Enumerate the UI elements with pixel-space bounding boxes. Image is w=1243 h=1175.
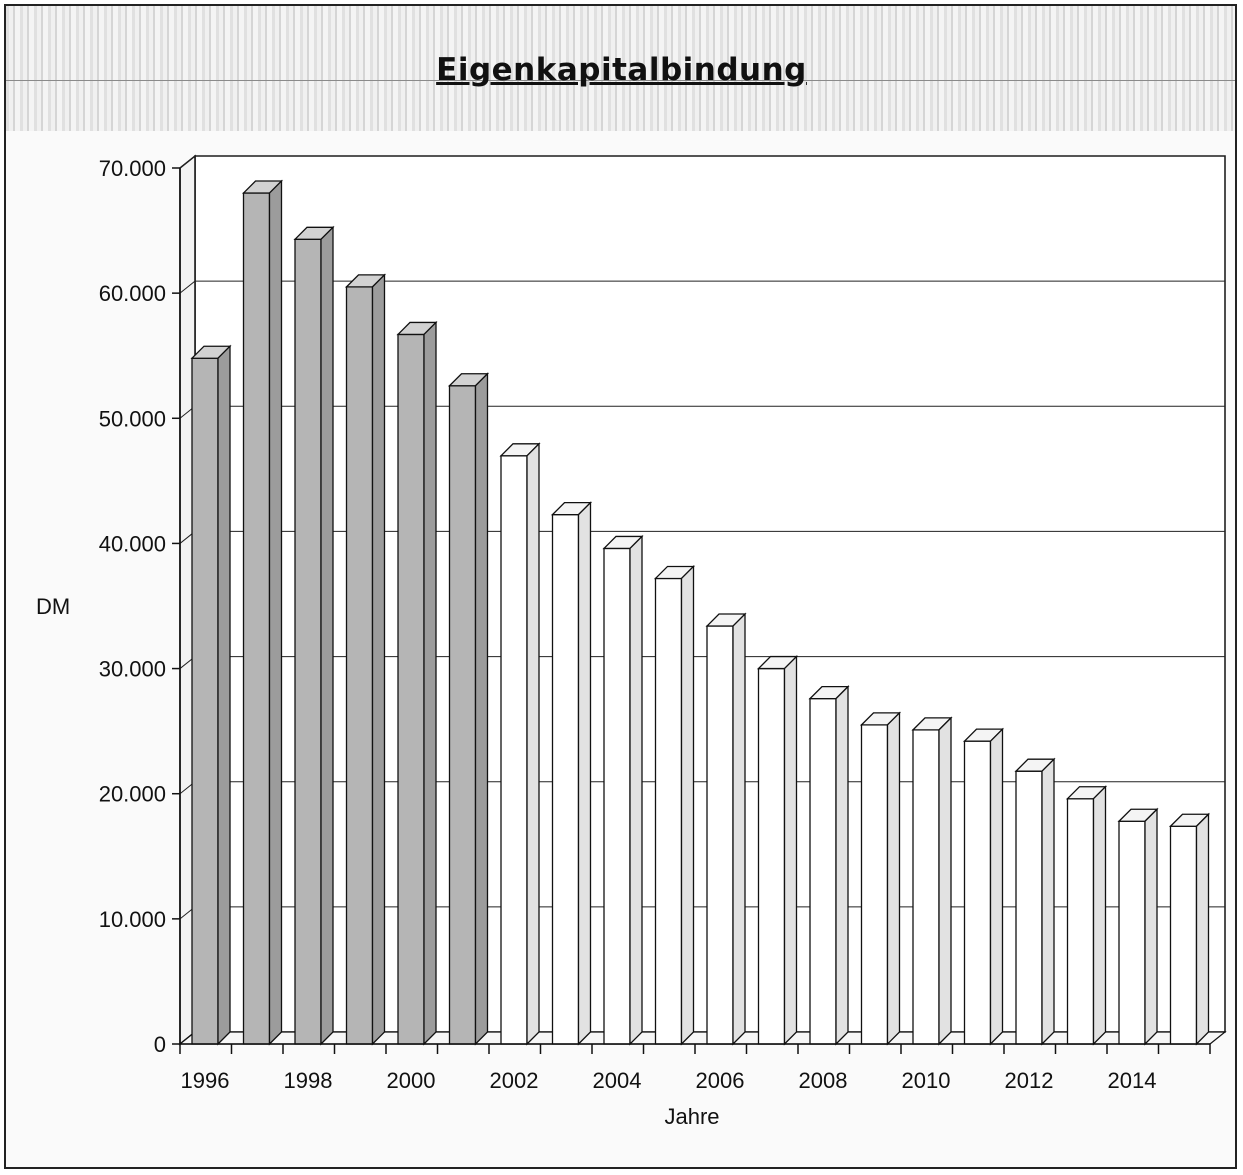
bar bbox=[911, 716, 953, 1046]
bar-side bbox=[938, 716, 952, 1046]
x-tick-label: 2006 bbox=[696, 1068, 745, 1093]
bar-front bbox=[809, 697, 837, 1045]
bar-side bbox=[268, 179, 283, 1046]
bar-front bbox=[500, 455, 528, 1045]
bar-front bbox=[242, 192, 271, 1045]
bar bbox=[396, 320, 438, 1046]
y-axis-ticks: 0 10.000 20.000 30.000 40.000 50.000 60.000 70.… bbox=[99, 156, 180, 1057]
bar-side bbox=[886, 711, 901, 1046]
bar bbox=[653, 564, 696, 1046]
bar-front bbox=[1015, 770, 1043, 1045]
x-axis-ticks: 1996 1998 2000 2002 2004 2006 2008 2010 2012 2014 bbox=[179, 1044, 1211, 1093]
x-tick-label: 1998 bbox=[284, 1068, 333, 1093]
bar bbox=[1117, 807, 1159, 1046]
bar-side bbox=[320, 225, 334, 1046]
x-tick-label: 1996 bbox=[181, 1068, 230, 1093]
bar-side bbox=[474, 372, 489, 1046]
x-tick-label: 2004 bbox=[593, 1068, 642, 1093]
bar-side bbox=[835, 685, 849, 1046]
bar bbox=[550, 501, 593, 1046]
title-band bbox=[6, 6, 1235, 131]
y-tick-label: 40.000 bbox=[99, 531, 166, 556]
bar-side bbox=[732, 612, 746, 1046]
bar-front bbox=[860, 724, 889, 1045]
x-axis-label: Jahre bbox=[664, 1104, 719, 1129]
bar-side bbox=[526, 442, 540, 1046]
bar-side bbox=[629, 534, 643, 1046]
bar-side bbox=[371, 273, 386, 1046]
bar-front bbox=[1066, 798, 1095, 1045]
bar bbox=[447, 372, 490, 1046]
bar-front bbox=[654, 577, 683, 1045]
bar bbox=[962, 727, 1005, 1046]
gridline bbox=[179, 280, 1225, 294]
bar bbox=[808, 685, 850, 1046]
y-axis-label: DM bbox=[36, 594, 70, 619]
bar-side bbox=[1092, 785, 1107, 1046]
bar-side bbox=[423, 320, 437, 1046]
gridline bbox=[179, 155, 1225, 169]
bar-side bbox=[1195, 812, 1210, 1046]
x-tick-label: 2010 bbox=[902, 1068, 951, 1093]
y-tick-label: 0 bbox=[154, 1032, 166, 1057]
bar-side bbox=[577, 501, 592, 1046]
bar-front bbox=[706, 625, 734, 1045]
bar-side bbox=[989, 727, 1004, 1046]
bar-front bbox=[963, 740, 992, 1045]
bar-front bbox=[345, 286, 374, 1045]
bar bbox=[293, 225, 335, 1046]
x-tick-label: 2012 bbox=[1005, 1068, 1054, 1093]
bar-side bbox=[1144, 807, 1158, 1046]
title-band-rule bbox=[6, 80, 1235, 81]
x-tick-label: 2014 bbox=[1108, 1068, 1157, 1093]
y-tick-label: 30.000 bbox=[99, 657, 166, 682]
bar-front bbox=[757, 667, 786, 1045]
bar-front bbox=[191, 357, 219, 1045]
bar bbox=[859, 711, 902, 1046]
bar bbox=[705, 612, 747, 1046]
bar-front bbox=[603, 547, 631, 1045]
bar-side bbox=[217, 344, 231, 1046]
bar-front bbox=[912, 729, 940, 1045]
y-tick-label: 70.000 bbox=[99, 156, 166, 181]
bar bbox=[1014, 757, 1056, 1046]
bar-front bbox=[551, 513, 580, 1045]
bar-front bbox=[1118, 820, 1146, 1045]
x-tick-label: 2002 bbox=[490, 1068, 539, 1093]
bar bbox=[241, 179, 284, 1046]
y-tick-label: 50.000 bbox=[99, 406, 166, 431]
bar-front bbox=[397, 333, 425, 1045]
bar bbox=[190, 344, 232, 1046]
bar bbox=[344, 273, 387, 1046]
y-tick-label: 20.000 bbox=[99, 782, 166, 807]
bar bbox=[602, 534, 644, 1046]
y-tick-label: 60.000 bbox=[99, 281, 166, 306]
bar-side bbox=[680, 564, 695, 1046]
bar-front bbox=[294, 238, 322, 1045]
x-tick-label: 2008 bbox=[799, 1068, 848, 1093]
bar bbox=[1065, 785, 1108, 1046]
bar bbox=[756, 655, 799, 1046]
bar bbox=[1168, 812, 1211, 1046]
bar-side bbox=[783, 655, 798, 1046]
bar-side bbox=[1041, 757, 1055, 1046]
chart-title: Eigenkapitalbindung bbox=[436, 52, 807, 88]
y-tick-label: 10.000 bbox=[99, 907, 166, 932]
bar-front bbox=[448, 385, 477, 1045]
x-tick-label: 2000 bbox=[387, 1068, 436, 1093]
bar bbox=[499, 442, 541, 1046]
bar-front bbox=[1169, 825, 1198, 1045]
